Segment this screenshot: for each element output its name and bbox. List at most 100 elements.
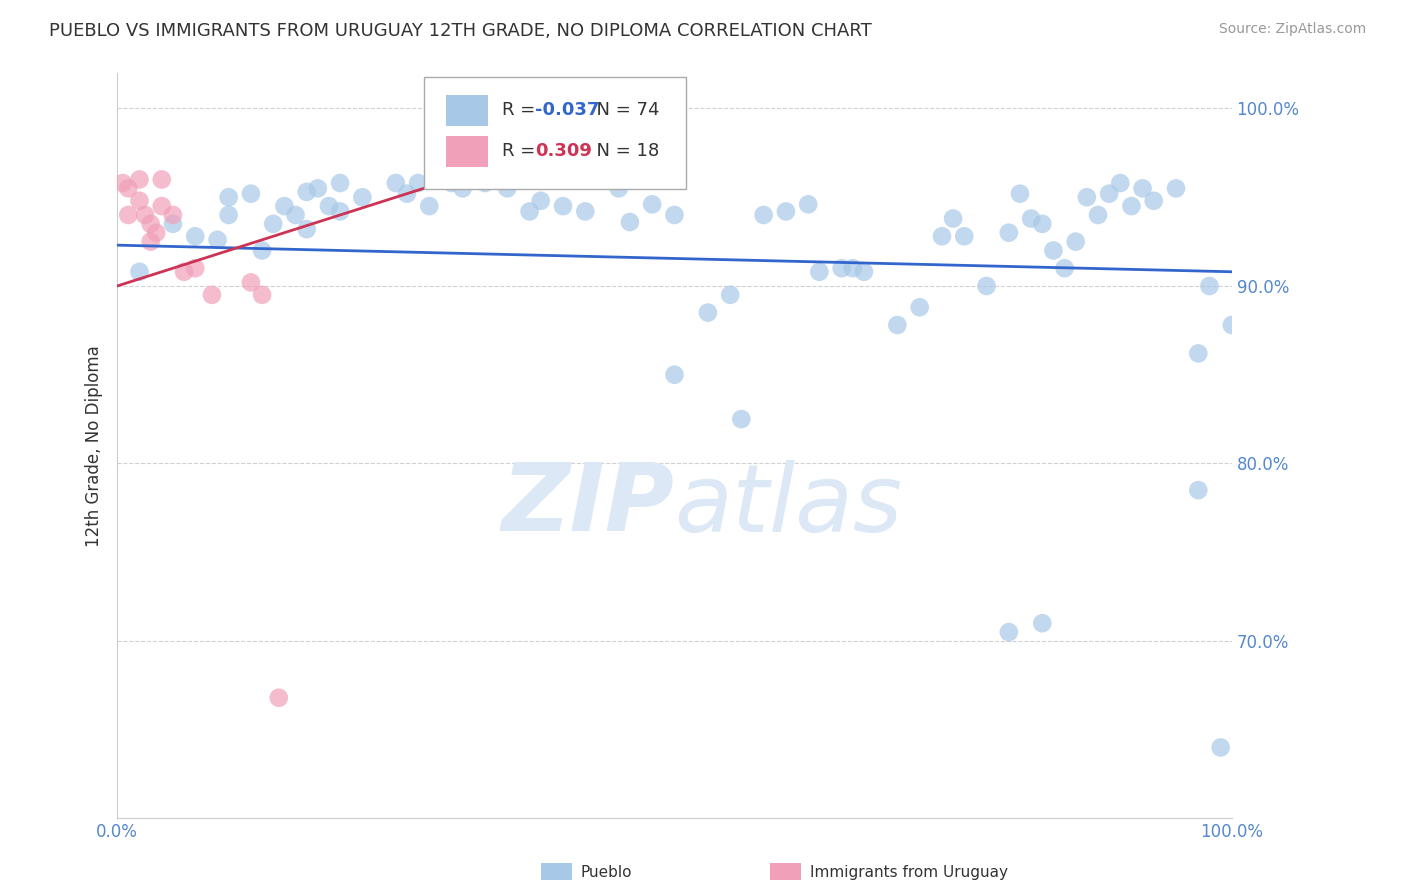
Text: ZIP: ZIP (502, 459, 675, 551)
Point (1143, 194, 1166, 208)
Point (519, 204, 541, 219)
Point (201, 288, 224, 302)
Point (134, 208, 156, 222)
Point (1031, 616, 1053, 631)
Point (1076, 190, 1098, 204)
Point (440, 176, 463, 190)
Point (239, 276, 262, 290)
Point (128, 194, 150, 208)
Point (619, 215, 641, 229)
Point (239, 186, 262, 201)
Point (1132, 181, 1154, 195)
Point (463, 172, 485, 186)
Point (150, 199, 173, 213)
Point (852, 265, 875, 279)
Point (262, 217, 284, 231)
Text: PUEBLO VS IMMIGRANTS FROM URUGUAY 12TH GRADE, NO DIPLOMA CORRELATION CHART: PUEBLO VS IMMIGRANTS FROM URUGUAY 12TH G… (49, 22, 872, 40)
Point (1187, 346, 1209, 360)
Point (128, 265, 150, 279)
Point (406, 176, 429, 190)
Text: R =: R = (502, 102, 541, 120)
Point (273, 199, 295, 213)
Point (352, 190, 374, 204)
Point (284, 208, 307, 222)
Point (111, 176, 134, 190)
Point (942, 211, 965, 226)
Point (1031, 217, 1053, 231)
Point (1164, 181, 1187, 195)
Point (173, 265, 195, 279)
Point (886, 318, 908, 332)
Point (931, 229, 953, 244)
Point (908, 300, 931, 314)
Point (1220, 318, 1243, 332)
Point (128, 172, 150, 186)
Y-axis label: 12th Grade, No Diploma: 12th Grade, No Diploma (86, 345, 103, 547)
Point (1064, 235, 1087, 249)
Text: Pueblo: Pueblo (581, 865, 633, 880)
Point (218, 208, 240, 222)
Point (267, 690, 290, 705)
Point (496, 181, 519, 195)
Point (1008, 186, 1031, 201)
Point (184, 261, 207, 276)
Point (184, 229, 207, 244)
Point (295, 185, 318, 199)
Point (1042, 244, 1064, 258)
Point (250, 288, 273, 302)
Point (1198, 279, 1220, 293)
Point (1053, 261, 1076, 276)
Point (139, 217, 162, 231)
Point (696, 305, 718, 319)
Point (1109, 176, 1132, 190)
Point (139, 235, 162, 249)
Point (730, 412, 752, 426)
Point (752, 208, 775, 222)
Point (395, 186, 418, 201)
Point (162, 208, 184, 222)
Text: -0.037: -0.037 (536, 102, 599, 120)
Point (207, 233, 229, 247)
FancyBboxPatch shape (446, 95, 488, 126)
Point (295, 222, 318, 236)
Point (329, 204, 352, 219)
Point (117, 181, 139, 195)
Point (530, 194, 553, 208)
Point (162, 217, 184, 231)
Point (574, 204, 596, 219)
Point (150, 172, 173, 186)
FancyBboxPatch shape (423, 77, 686, 188)
Point (953, 229, 976, 244)
Point (976, 279, 998, 293)
Point (641, 197, 664, 211)
Point (607, 181, 630, 195)
Text: R =: R = (502, 142, 547, 161)
Point (831, 261, 853, 276)
Point (775, 204, 797, 219)
Point (998, 226, 1021, 240)
Point (117, 208, 139, 222)
Text: Immigrants from Uruguay: Immigrants from Uruguay (810, 865, 1008, 880)
Point (474, 176, 496, 190)
Point (250, 244, 273, 258)
Point (451, 181, 474, 195)
Point (385, 176, 408, 190)
Point (664, 208, 686, 222)
Point (797, 197, 820, 211)
Point (808, 265, 831, 279)
Point (551, 199, 574, 213)
Point (329, 176, 352, 190)
Point (418, 199, 440, 213)
Point (1098, 186, 1121, 201)
Point (718, 288, 741, 302)
Point (218, 190, 240, 204)
Point (1209, 740, 1232, 755)
Point (664, 368, 686, 382)
Point (307, 181, 329, 195)
Text: N = 18: N = 18 (585, 142, 659, 161)
Point (1187, 483, 1209, 497)
Point (842, 261, 865, 276)
FancyBboxPatch shape (446, 136, 488, 167)
Point (145, 226, 167, 240)
Point (1121, 199, 1143, 213)
